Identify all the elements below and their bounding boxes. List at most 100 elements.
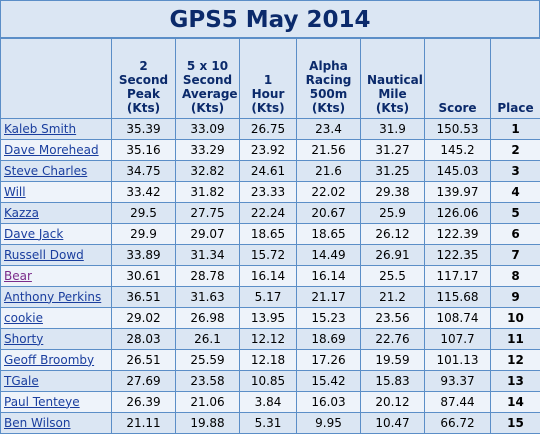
peak-cell: 33.89 (111, 244, 176, 266)
table-row: Steve Charles 34.75 32.82 24.61 21.6 31.25 145… (0, 160, 540, 182)
name-cell: Kazza (0, 202, 112, 224)
competitor-link[interactable]: Ben Wilson (4, 415, 71, 430)
alpha-cell: 18.65 (296, 223, 361, 245)
average-cell: 33.09 (175, 118, 240, 140)
name-cell: Paul Tenteye (0, 391, 112, 413)
peak-cell: 36.51 (111, 286, 176, 308)
place-cell: 12 (490, 349, 540, 371)
peak-cell: 27.69 (111, 370, 176, 392)
header-place: Place (490, 38, 540, 119)
competitor-link[interactable]: cookie (4, 310, 43, 325)
alpha-cell: 21.56 (296, 139, 361, 161)
place-cell: 9 (490, 286, 540, 308)
table-row: Russell Dowd 33.89 31.34 15.72 14.49 26.91 122… (0, 244, 540, 266)
alpha-cell: 17.26 (296, 349, 361, 371)
alpha-cell: 20.67 (296, 202, 361, 224)
table-row: TGale 27.69 23.58 10.85 15.42 15.83 93.37 13 (0, 370, 540, 392)
peak-cell: 21.11 (111, 412, 176, 434)
peak-cell: 30.61 (111, 265, 176, 287)
competitor-link[interactable]: TGale (4, 373, 39, 388)
results-body: Kaleb Smith 35.39 33.09 26.75 23.4 31.9 150.53… (0, 118, 540, 434)
header-row: 2 Second Peak (Kts) 5 x 10 Second Averag… (0, 38, 540, 119)
hour-cell: 13.95 (239, 307, 297, 329)
score-cell: 150.53 (424, 118, 491, 140)
name-cell: Kaleb Smith (0, 118, 112, 140)
nautical-cell: 26.91 (360, 244, 425, 266)
score-cell: 139.97 (424, 181, 491, 203)
header-name (0, 38, 112, 119)
competitor-link[interactable]: Will (4, 184, 26, 199)
competitor-link[interactable]: Bear (4, 268, 32, 283)
hour-cell: 24.61 (239, 160, 297, 182)
alpha-cell: 9.95 (296, 412, 361, 434)
average-cell: 27.75 (175, 202, 240, 224)
competitor-link[interactable]: Dave Morehead (4, 142, 99, 157)
header-nautical: Nautical Mile (Kts) (360, 38, 425, 119)
competitor-link[interactable]: Kaleb Smith (4, 121, 77, 136)
table-row: Geoff Broomby 26.51 25.59 12.18 17.26 19.59 10… (0, 349, 540, 371)
alpha-cell: 21.6 (296, 160, 361, 182)
place-cell: 1 (490, 118, 540, 140)
hour-cell: 23.92 (239, 139, 297, 161)
competitor-link[interactable]: Paul Tenteye (4, 394, 80, 409)
competitor-link[interactable]: Kazza (4, 205, 39, 220)
nautical-cell: 20.12 (360, 391, 425, 413)
nautical-cell: 21.2 (360, 286, 425, 308)
hour-cell: 22.24 (239, 202, 297, 224)
alpha-cell: 15.42 (296, 370, 361, 392)
name-cell: Steve Charles (0, 160, 112, 182)
alpha-cell: 22.02 (296, 181, 361, 203)
table-row: Shorty 28.03 26.1 12.12 18.69 22.76 107.7 11 (0, 328, 540, 350)
place-cell: 13 (490, 370, 540, 392)
nautical-cell: 23.56 (360, 307, 425, 329)
hour-cell: 15.72 (239, 244, 297, 266)
nautical-cell: 15.83 (360, 370, 425, 392)
average-cell: 28.78 (175, 265, 240, 287)
hour-cell: 12.18 (239, 349, 297, 371)
place-cell: 7 (490, 244, 540, 266)
competitor-link[interactable]: Geoff Broomby (4, 352, 95, 367)
name-cell: cookie (0, 307, 112, 329)
table-row: Paul Tenteye 26.39 21.06 3.84 16.03 20.12 87.4… (0, 391, 540, 413)
peak-cell: 29.02 (111, 307, 176, 329)
score-cell: 126.06 (424, 202, 491, 224)
place-cell: 5 (490, 202, 540, 224)
hour-cell: 5.17 (239, 286, 297, 308)
table-row: Kazza 29.5 27.75 22.24 20.67 25.9 126.06 5 (0, 202, 540, 224)
score-cell: 66.72 (424, 412, 491, 434)
header-alpha: Alpha Racing 500m (Kts) (296, 38, 361, 119)
score-cell: 122.39 (424, 223, 491, 245)
place-cell: 2 (490, 139, 540, 161)
hour-cell: 16.14 (239, 265, 297, 287)
hour-cell: 10.85 (239, 370, 297, 392)
table-row: Ben Wilson 21.11 19.88 5.31 9.95 10.47 66.72 15 (0, 412, 540, 434)
nautical-cell: 31.25 (360, 160, 425, 182)
place-cell: 6 (490, 223, 540, 245)
hour-cell: 26.75 (239, 118, 297, 140)
nautical-cell: 25.5 (360, 265, 425, 287)
competitor-link[interactable]: Shorty (4, 331, 44, 346)
alpha-cell: 16.14 (296, 265, 361, 287)
hour-cell: 5.31 (239, 412, 297, 434)
nautical-cell: 29.38 (360, 181, 425, 203)
competitor-link[interactable]: Anthony Perkins (4, 289, 102, 304)
alpha-cell: 14.49 (296, 244, 361, 266)
competitor-link[interactable]: Russell Dowd (4, 247, 84, 262)
place-cell: 15 (490, 412, 540, 434)
alpha-cell: 21.17 (296, 286, 361, 308)
header-score: Score (424, 38, 491, 119)
header-peak: 2 Second Peak (Kts) (111, 38, 176, 119)
table-row: cookie 29.02 26.98 13.95 15.23 23.56 108.74 10 (0, 307, 540, 329)
competitor-link[interactable]: Steve Charles (4, 163, 88, 178)
alpha-cell: 15.23 (296, 307, 361, 329)
name-cell: Shorty (0, 328, 112, 350)
place-cell: 11 (490, 328, 540, 350)
nautical-cell: 10.47 (360, 412, 425, 434)
header-hour: 1 Hour (Kts) (239, 38, 297, 119)
page-title: GPS5 May 2014 (0, 0, 540, 38)
competitor-link[interactable]: Dave Jack (4, 226, 64, 241)
name-cell: Russell Dowd (0, 244, 112, 266)
table-row: Will 33.42 31.82 23.33 22.02 29.38 139.97 4 (0, 181, 540, 203)
table-row: Kaleb Smith 35.39 33.09 26.75 23.4 31.9 150.53… (0, 118, 540, 140)
